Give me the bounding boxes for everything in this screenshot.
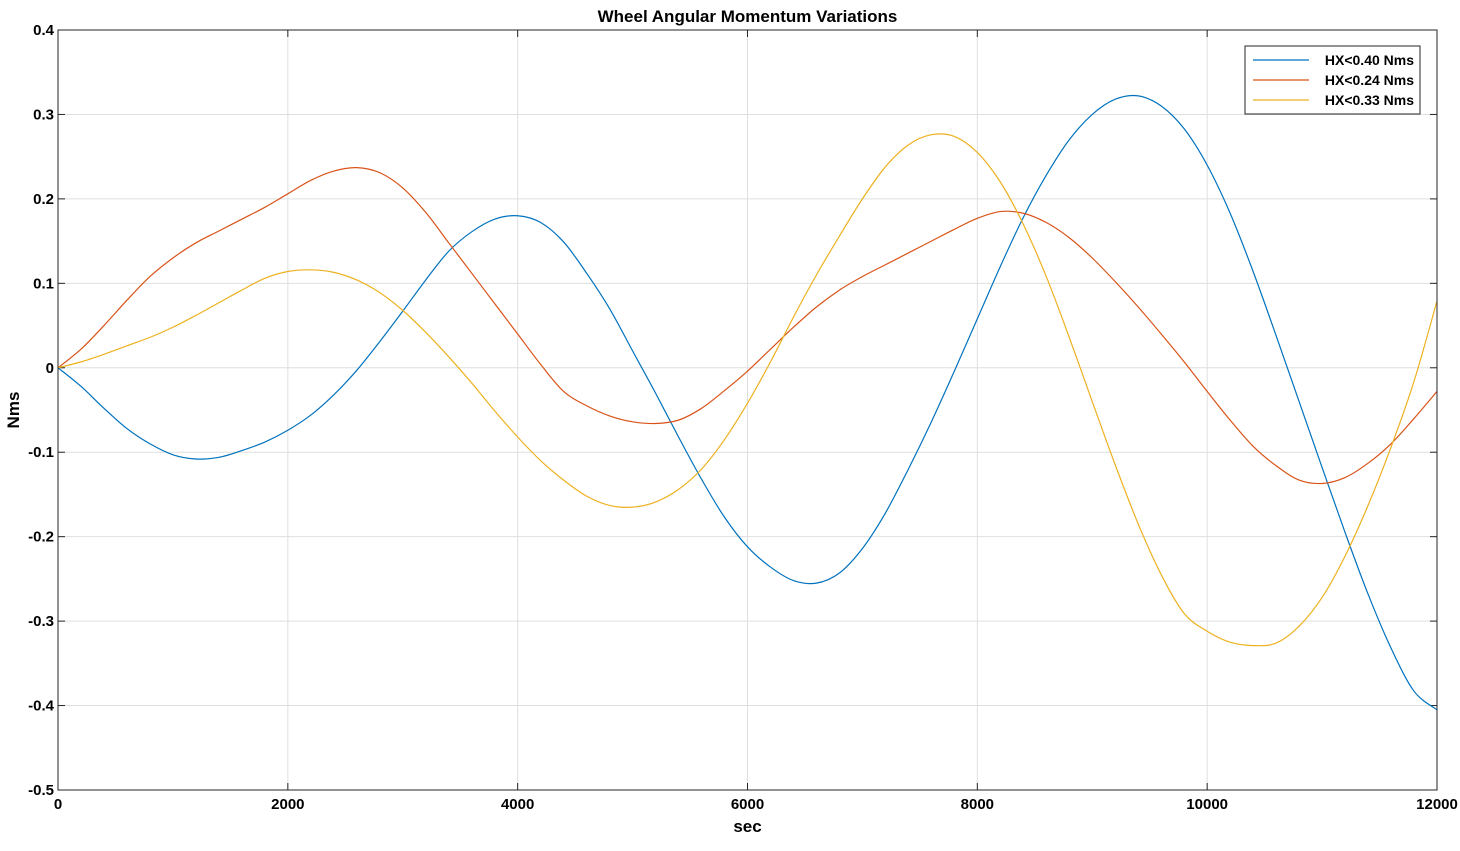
- x-tick-label: 6000: [731, 796, 764, 813]
- x-tick-label: 0: [54, 796, 62, 813]
- x-tick-label: 12000: [1416, 796, 1458, 813]
- chart-title: Wheel Angular Momentum Variations: [598, 7, 898, 26]
- x-tick-label: 4000: [501, 796, 534, 813]
- x-tick-label: 2000: [271, 796, 304, 813]
- y-tick-label: -0.2: [28, 529, 54, 546]
- plot-frame: [57, 29, 1438, 791]
- x-tick-label: 8000: [961, 796, 994, 813]
- y-axis-title: Nms: [4, 392, 23, 429]
- y-tick-label: -0.5: [28, 782, 54, 799]
- legend-label-2: HX<0.24 Nms: [1325, 72, 1414, 88]
- y-tick-label: 0.2: [33, 191, 54, 208]
- tick-labels: 0 2000 4000 6000 8000 10000 12000 0.4 0.3 0.2 0.1 0…: [28, 22, 1458, 813]
- series-line-1: [57, 94, 1438, 711]
- y-tick-label: -0.3: [28, 613, 54, 630]
- series-lines: [57, 94, 1438, 711]
- legend: HX<0.40 Nms HX<0.24 Nms HX<0.33 Nms: [1244, 45, 1421, 115]
- y-tick-label: 0.4: [33, 22, 55, 39]
- y-tick-label: 0.1: [33, 275, 54, 292]
- y-tick-label: -0.1: [28, 444, 54, 461]
- x-axis-title: sec: [733, 817, 761, 836]
- legend-label-1: HX<0.40 Nms: [1325, 52, 1414, 68]
- series-line-3: [57, 133, 1438, 647]
- series-line-2: [57, 167, 1438, 485]
- x-tick-label: 10000: [1186, 796, 1228, 813]
- y-tick-label: 0.3: [33, 106, 54, 123]
- y-tick-label: 0: [46, 360, 54, 377]
- legend-label-3: HX<0.33 Nms: [1325, 92, 1414, 108]
- legend-items: HX<0.40 Nms HX<0.24 Nms HX<0.33 Nms: [1253, 52, 1414, 108]
- y-tick-label: -0.4: [28, 698, 55, 715]
